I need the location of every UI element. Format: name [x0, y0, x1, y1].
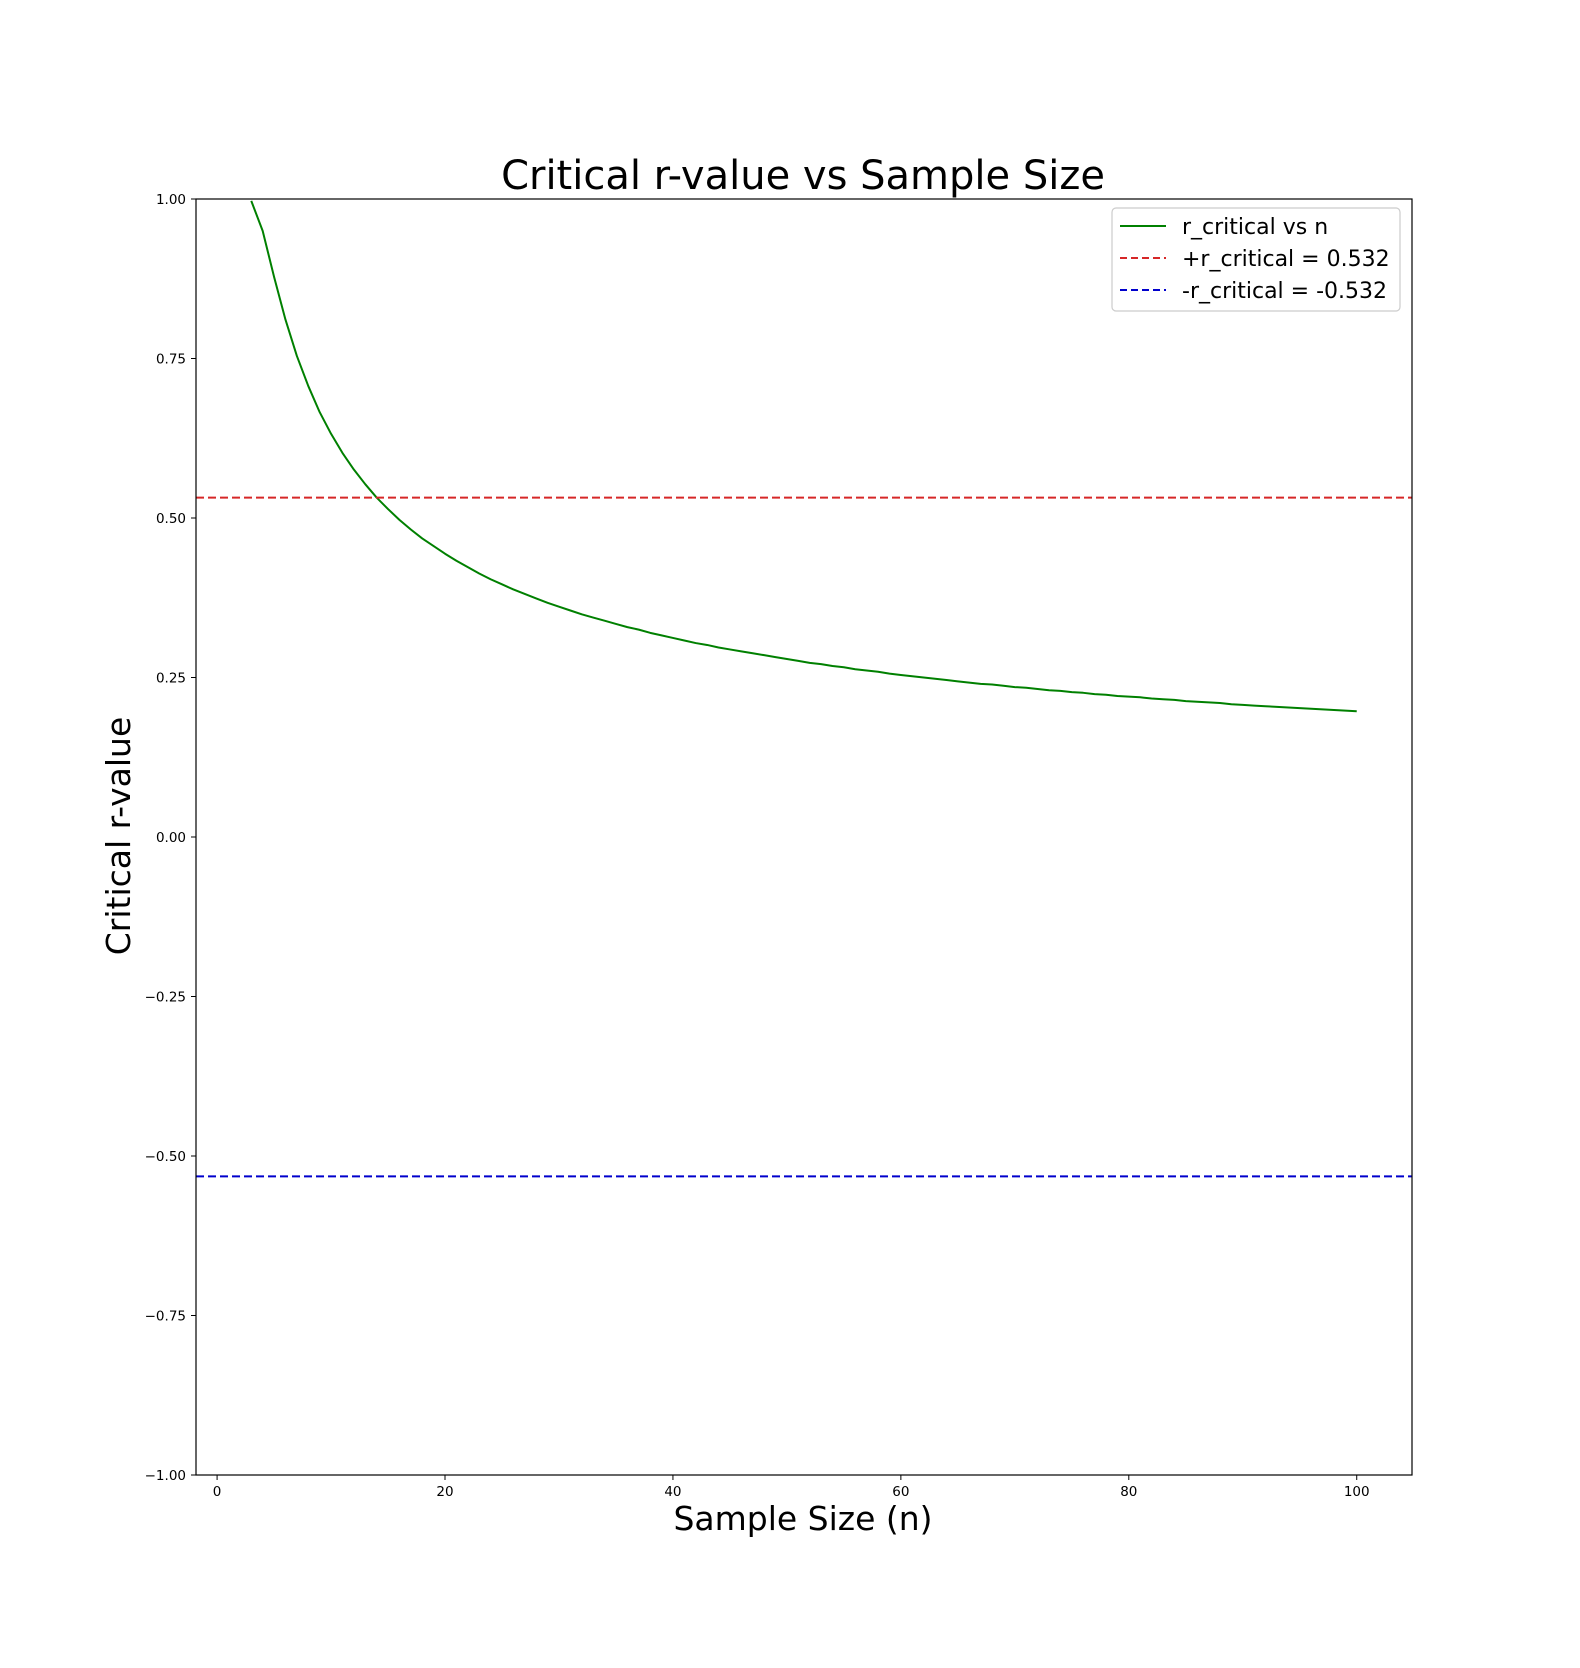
- plot-area: 0 20 40 60 80 100 −1.00 −0.75 −0.50 −0.25 0.00 0.25…: [145, 192, 1413, 1500]
- y-tick-label-8: 1.00: [156, 192, 186, 208]
- x-tick-label-0: 0: [213, 1484, 222, 1500]
- y-tick-label-7: 0.75: [156, 352, 186, 368]
- y-tick-label-5: 0.25: [156, 671, 186, 687]
- legend: r_critical vs n +r_critical = 0.532 -r_c…: [1111, 207, 1401, 312]
- y-tick-label-4: 0.00: [156, 830, 186, 846]
- legend-label-r-critical-curve: r_critical vs n: [1182, 215, 1328, 240]
- series-line-r-critical-curve: [250, 200, 1357, 713]
- y-tick-label-1: −0.75: [145, 1309, 186, 1325]
- chart-title: Critical r-value vs Sample Size: [501, 153, 1105, 199]
- x-axis-label: Sample Size (n): [673, 1499, 932, 1538]
- x-tick-label-40: 40: [664, 1484, 681, 1500]
- x-tick-label-100: 100: [1344, 1484, 1370, 1500]
- legend-frame: [1111, 207, 1401, 312]
- y-axis-label: Critical r-value: [99, 717, 138, 956]
- x-tick-label-20: 20: [436, 1484, 453, 1500]
- x-tick-label-80: 80: [1120, 1484, 1137, 1500]
- legend-label-negative-critical: -r_critical = -0.532: [1182, 279, 1387, 304]
- legend-label-positive-critical: +r_critical = 0.532: [1182, 247, 1390, 272]
- x-tick-label-60: 60: [892, 1484, 909, 1500]
- y-tick-label-3: −0.25: [145, 990, 186, 1006]
- y-tick-label-2: −0.50: [145, 1149, 186, 1165]
- y-tick-label-6: 0.50: [156, 511, 186, 527]
- y-tick-label-0: −1.00: [145, 1468, 186, 1484]
